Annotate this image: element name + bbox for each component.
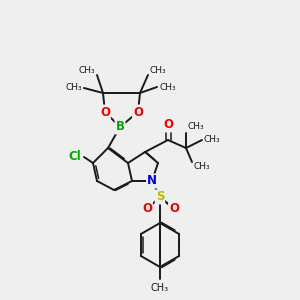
Text: CH₃: CH₃ [65,83,82,92]
Text: CH₃: CH₃ [204,136,220,145]
Text: B: B [116,121,124,134]
Text: S: S [156,190,164,203]
Text: CH₃: CH₃ [78,66,95,75]
Text: N: N [147,175,157,188]
Text: O: O [133,106,143,118]
Text: CH₃: CH₃ [150,66,166,75]
Text: O: O [142,202,152,215]
Text: CH₃: CH₃ [188,122,205,131]
Text: CH₃: CH₃ [159,82,175,91]
Text: Cl: Cl [69,151,81,164]
Text: CH₃: CH₃ [194,162,211,171]
Text: O: O [163,118,173,131]
Text: O: O [169,202,179,215]
Text: O: O [100,106,110,118]
Text: CH₃: CH₃ [151,283,169,293]
